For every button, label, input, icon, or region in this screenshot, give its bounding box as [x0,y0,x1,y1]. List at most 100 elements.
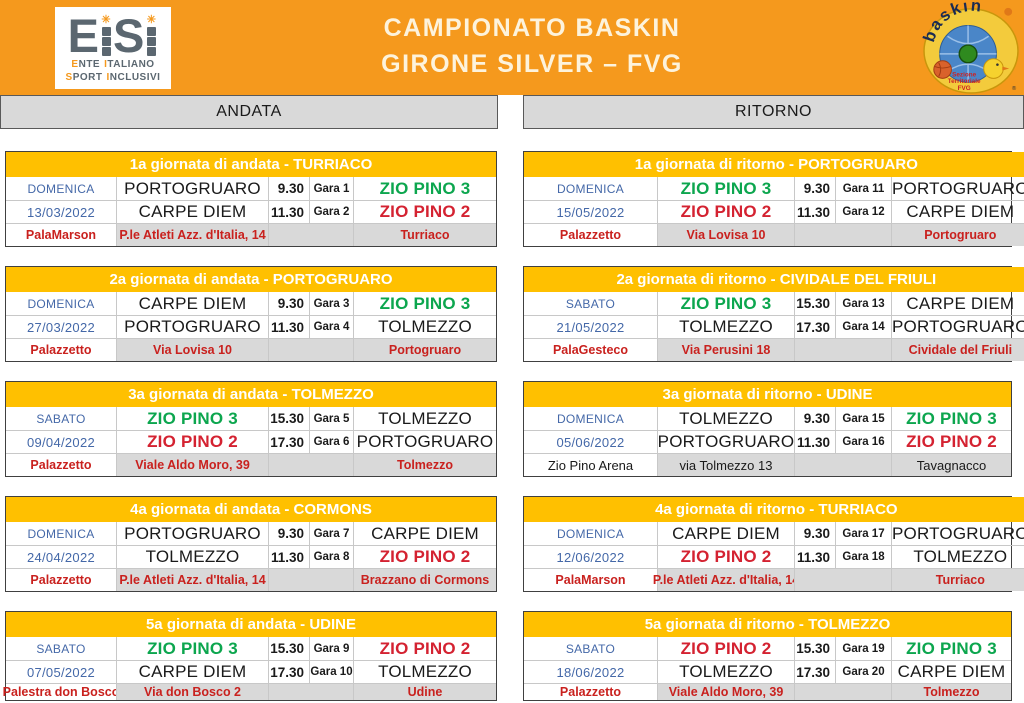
game-number-cell: Gara 4 [309,316,353,338]
home-team-cell: PORTOGRUARO [657,431,794,453]
matchday-title: 2a giornata di ritorno - CIVIDALE DEL FR… [524,267,1024,292]
match-date-cell: 09/04/2022 [6,431,116,453]
time-cell: 17.30 [794,316,835,338]
venue-address-cell: Viale Aldo Moro, 39 [116,454,268,476]
date-label: 15/05/2022 [556,204,625,220]
game-number-cell: Gara 3 [309,292,353,315]
time-label: 15.30 [270,411,304,426]
home-team-cell: ZIO PINO 3 [116,637,268,660]
venue-address-label: P.le Atleti Azz. d'Italia, 14 [652,573,800,587]
puzzle-block-icon [101,27,111,36]
venue-spacer-cell [268,224,353,246]
venue-row: PalaGesteco Via Perusini 18 Cividale del… [524,338,1024,361]
venue-row: Palestra don Bosco Via don Bosco 2 Udine [2,683,496,700]
eisi-logo-letters: E ✳ S ✳ [68,10,159,59]
away-team-label: ZIO PINO 2 [379,202,471,221]
matchday-title: 5a giornata di ritorno - TOLMEZZO [524,612,1011,637]
home-team-label: CARPE DIEM [672,523,780,543]
away-team-label: PORTOGRUARO [892,178,1024,198]
time-cell: 11.30 [268,316,309,338]
venue-city-label: Cividale del Friuli [908,343,1013,357]
away-team-label: TOLMEZZO [913,547,1008,566]
venue-city-label: Tavagnacco [916,457,987,473]
venue-row: Palazzetto Via Lovisa 10 Portogruaro [524,223,1024,246]
venue-address-cell: P.le Atleti Azz. d'Italia, 14 [116,224,268,246]
away-team-label: TOLMEZZO [378,662,472,681]
baskin-subtitle-1: Sezione [952,71,976,78]
game-number-cell: Gara 9 [309,637,353,660]
title-line-2: GIRONE SILVER – FVG [381,50,683,78]
time-cell: 15.30 [268,637,309,660]
date-label: 05/06/2022 [556,434,625,450]
venue-address-label: Viale Aldo Moro, 39 [668,685,784,699]
away-team-cell: PORTOGRUARO [353,431,496,453]
date-label: 09/04/2022 [26,434,96,450]
game-number-label: Gara 16 [842,436,885,448]
match-date-cell: 15/05/2022 [524,201,657,223]
time-cell: 15.30 [794,637,835,660]
home-team-cell: ZIO PINO 2 [657,201,794,223]
time-cell: 11.30 [794,201,835,223]
away-team-cell: ZIO PINO 2 [353,637,496,660]
time-label: 15.30 [796,641,830,656]
venue-city-label: Brazzano di Cormons [360,573,490,587]
home-team-label: ZIO PINO 3 [147,408,238,428]
day-label: DOMENICA [27,296,95,311]
venue-city-label: Turriaco [400,228,450,242]
home-team-label: CARPE DIEM [138,293,247,313]
time-cell: 11.30 [794,431,835,453]
time-label: 9.30 [803,181,830,196]
match-date-cell: 27/03/2022 [6,316,116,338]
venue-row: Palazzetto Viale Aldo Moro, 39 Tolmezzo [524,683,1011,700]
venue-name-label: Palazzetto [559,228,622,242]
time-label: 17.30 [796,664,830,680]
game-number-cell: Gara 14 [835,316,891,338]
match-day-cell: DOMENICA [524,407,657,430]
match-row: SABATO ZIO PINO 3 15.30 Gara 13 CARPE DI… [524,292,1024,315]
away-team-cell: ZIO PINO 2 [891,431,1011,453]
away-team-cell: TOLMEZZO [353,407,496,430]
time-label: 9.30 [803,411,830,426]
puzzle-block-icon [146,37,156,46]
home-team-cell: ZIO PINO 2 [657,546,794,568]
match-day-cell: SABATO [6,407,116,430]
away-team-cell: ZIO PINO 2 [353,546,496,568]
home-team-cell: CARPE DIEM [116,201,268,223]
venue-name-label: PalaGesteco [552,343,629,357]
home-team-cell: CARPE DIEM [116,292,268,315]
venue-spacer-cell [794,684,891,700]
match-row: DOMENICA PORTOGRUARO 9.30 Gara 1 ZIO PIN… [6,177,496,200]
venue-address-label: Viale Aldo Moro, 39 [135,458,250,472]
away-team-cell: CARPE DIEM [891,661,1011,683]
game-number-cell: Gara 8 [309,546,353,568]
venue-name-label: Palestra don Bosco [2,685,120,699]
away-team-label: ZIO PINO 2 [379,638,471,658]
time-label: 11.30 [270,204,304,220]
venue-spacer-cell [268,339,353,361]
matchday-title: 1a giornata di ritorno - PORTOGRUARO [524,152,1024,177]
venue-row: PalaMarson P.le Atleti Azz. d'Italia, 14… [524,568,1024,591]
day-label: DOMENICA [556,526,625,541]
away-team-cell: ZIO PINO 3 [353,292,496,315]
venue-address-label: Via don Bosco 2 [143,685,241,699]
puzzle-block-icon [101,47,111,56]
match-row: DOMENICA ZIO PINO 3 9.30 Gara 11 PORTOGR… [524,177,1024,200]
away-team-label: CARPE DIEM [906,293,1015,313]
match-row: 18/06/2022 TOLMEZZO 17.30 Gara 20 CARPE … [524,660,1011,683]
time-label: 11.30 [796,434,830,450]
match-date-cell: 18/06/2022 [524,661,657,683]
home-team-cell: ZIO PINO 3 [657,292,794,315]
game-number-cell: Gara 10 [309,661,353,683]
home-team-label: ZIO PINO 3 [147,638,238,658]
away-team-label: CARPE DIEM [897,662,1006,681]
day-label: SABATO [36,411,86,426]
game-number-cell: Gara 19 [835,637,891,660]
home-team-label: ZIO PINO 2 [147,432,238,451]
time-cell: 15.30 [794,292,835,315]
venue-spacer-cell [268,684,353,700]
time-label: 9.30 [803,526,830,541]
venue-spacer-cell [268,569,353,591]
home-team-cell: PORTOGRUARO [116,522,268,545]
game-number-label: Gara 18 [842,551,885,563]
game-number-cell: Gara 15 [835,407,891,430]
